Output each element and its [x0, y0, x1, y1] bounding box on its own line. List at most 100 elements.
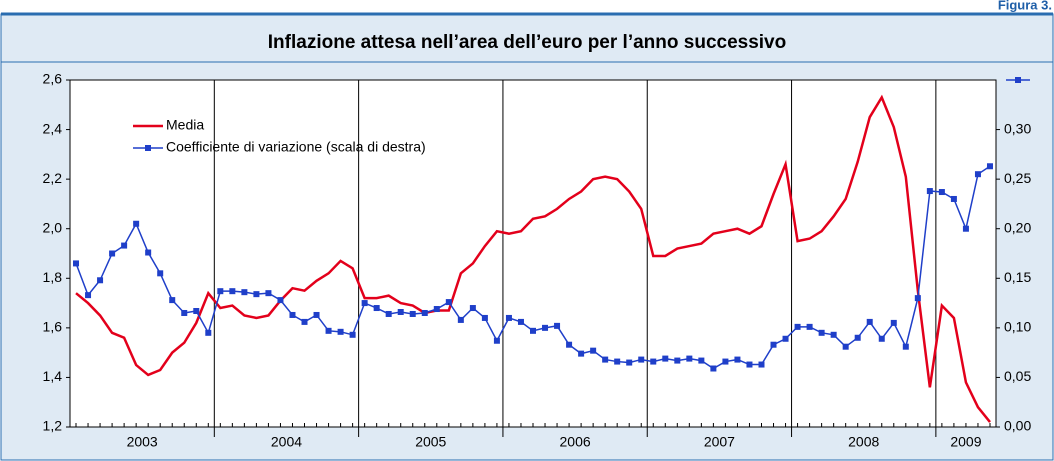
y-tick-label: 1,6 — [43, 319, 63, 335]
point — [397, 308, 404, 315]
point — [530, 327, 536, 334]
legend-label: Coefficiente di variazione (scala di des… — [166, 139, 426, 155]
point — [758, 361, 765, 368]
y-tick-label: 2,2 — [43, 170, 63, 186]
y2-tick-label: 0,10 — [1004, 319, 1031, 335]
point — [926, 188, 933, 195]
series-line — [75, 94, 991, 423]
point — [277, 297, 284, 304]
point — [349, 331, 356, 338]
point — [566, 341, 573, 348]
point — [145, 249, 152, 256]
point — [517, 318, 524, 325]
point — [133, 220, 140, 227]
y-tick-label: 2,6 — [43, 71, 63, 87]
point — [770, 341, 777, 348]
point — [662, 355, 669, 362]
point — [265, 290, 272, 297]
chart-title: Inflazione attesa nell’area dell’euro pe… — [268, 32, 786, 53]
x-tick-label: 2009 — [950, 434, 981, 450]
point — [433, 306, 440, 313]
point — [457, 316, 464, 323]
point — [469, 305, 476, 312]
point — [193, 308, 200, 315]
point — [289, 311, 296, 318]
x-tick-label: 2006 — [560, 434, 591, 450]
point — [445, 299, 452, 306]
point — [313, 311, 320, 318]
point — [421, 309, 428, 316]
y2-axis-marker — [1015, 77, 1021, 83]
y2-tick-label: 0,30 — [1004, 120, 1031, 136]
x-tick-label: 2004 — [271, 434, 302, 450]
point — [493, 337, 500, 344]
point — [842, 343, 849, 350]
point — [938, 189, 945, 196]
point — [229, 288, 236, 295]
y2-tick-label: 0,00 — [1004, 418, 1031, 434]
point — [782, 335, 789, 342]
point — [674, 357, 681, 364]
point — [650, 358, 657, 365]
y-tick-label: 1,2 — [43, 418, 63, 434]
x-tick-label: 2003 — [127, 434, 158, 450]
point — [686, 355, 693, 362]
figure-label: Figura 3. — [998, 0, 1052, 12]
point — [73, 260, 80, 267]
point — [481, 314, 488, 321]
y-tick-label: 2,4 — [43, 120, 63, 136]
point — [253, 291, 260, 298]
point — [205, 329, 212, 336]
point — [746, 361, 753, 368]
legend-swatch — [145, 145, 151, 151]
point — [950, 195, 957, 202]
point — [361, 300, 368, 307]
point — [590, 347, 597, 354]
point — [337, 328, 344, 335]
point — [866, 318, 873, 325]
y2-tick-label: 0,25 — [1004, 170, 1031, 186]
y2-tick-label: 0,05 — [1004, 368, 1031, 384]
point — [962, 225, 969, 232]
point — [638, 356, 645, 363]
point — [602, 356, 609, 363]
x-tick-label: 2007 — [704, 434, 735, 450]
point — [818, 329, 825, 336]
point — [986, 163, 993, 170]
point — [385, 310, 392, 317]
point — [325, 327, 332, 334]
point — [734, 356, 741, 363]
point — [181, 309, 188, 316]
y2-tick-label: 0,15 — [1004, 269, 1031, 285]
y-tick-label: 2,0 — [43, 219, 63, 235]
point — [542, 324, 549, 331]
point — [830, 331, 837, 338]
point — [614, 358, 621, 365]
plot-area — [69, 79, 997, 428]
point — [698, 357, 705, 364]
point — [373, 305, 380, 312]
point — [409, 310, 416, 317]
y2-tick-label: 0,20 — [1004, 219, 1031, 235]
x-tick-label: 2005 — [415, 434, 446, 450]
point — [505, 314, 512, 321]
point — [217, 288, 224, 295]
legend-label: Media — [166, 117, 204, 133]
point — [301, 318, 308, 325]
x-tick-label: 2008 — [848, 434, 879, 450]
point — [578, 350, 585, 357]
point — [626, 359, 633, 366]
point — [554, 322, 561, 329]
point — [241, 289, 248, 296]
point — [854, 334, 861, 341]
point — [121, 242, 128, 249]
point — [902, 343, 909, 350]
point — [878, 335, 885, 342]
point — [710, 365, 717, 372]
point — [806, 323, 813, 330]
point — [914, 295, 921, 302]
point — [890, 319, 897, 326]
y-tick-label: 1,8 — [43, 269, 63, 285]
point — [97, 277, 104, 284]
